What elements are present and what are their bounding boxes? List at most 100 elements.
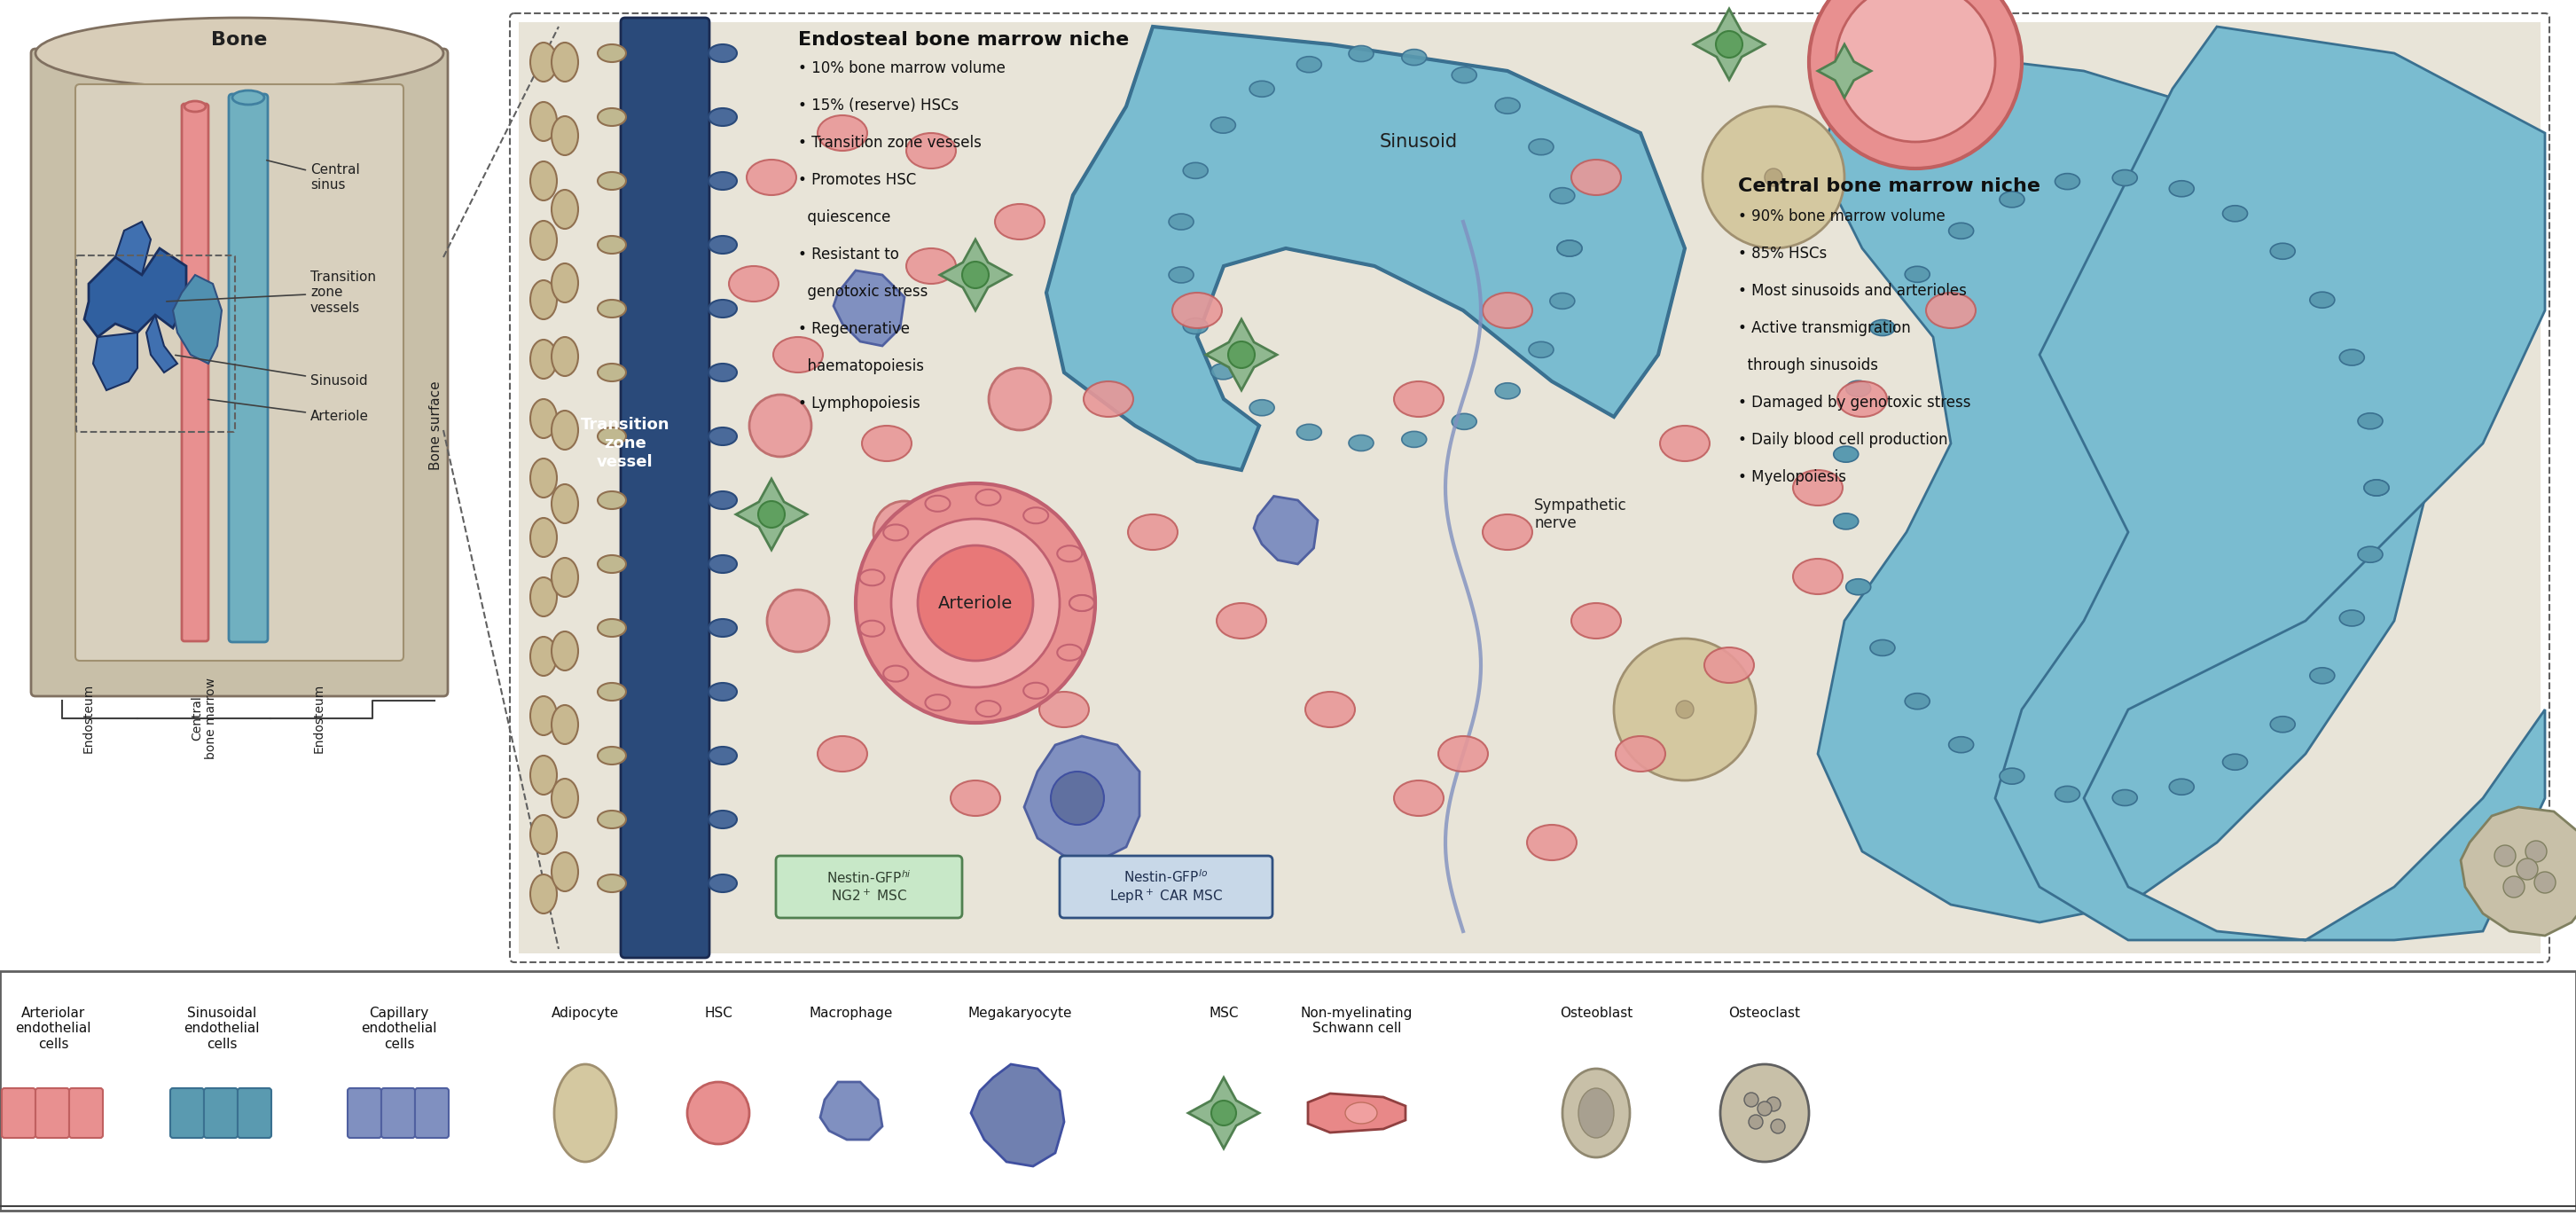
Circle shape [1229,341,1255,368]
Ellipse shape [551,116,577,155]
Ellipse shape [1999,192,2025,208]
Ellipse shape [551,631,577,670]
Ellipse shape [708,428,737,445]
Ellipse shape [1834,446,1857,462]
Ellipse shape [925,695,951,711]
Ellipse shape [1216,603,1267,638]
Circle shape [1837,0,1996,142]
Polygon shape [116,221,152,275]
Ellipse shape [1528,139,1553,155]
Ellipse shape [1056,645,1082,660]
Ellipse shape [598,492,626,509]
Ellipse shape [907,248,956,284]
Ellipse shape [708,619,737,637]
Ellipse shape [598,300,626,318]
Circle shape [1767,1097,1780,1112]
Ellipse shape [1350,45,1373,61]
Ellipse shape [1528,341,1553,357]
Ellipse shape [531,637,556,676]
Ellipse shape [1023,682,1048,698]
Text: Endosteum: Endosteum [314,684,325,753]
Ellipse shape [1453,67,1476,83]
Circle shape [873,501,935,563]
Ellipse shape [1556,241,1582,257]
Circle shape [855,483,1095,723]
Ellipse shape [1870,640,1896,656]
FancyBboxPatch shape [70,1088,103,1137]
Ellipse shape [1999,768,2025,784]
Ellipse shape [708,811,737,828]
Ellipse shape [1211,117,1236,133]
Ellipse shape [598,811,626,828]
Ellipse shape [554,1064,616,1162]
Ellipse shape [976,701,999,717]
Text: • Myelopoiesis: • Myelopoiesis [1739,470,1847,486]
Ellipse shape [1834,514,1857,530]
Circle shape [1716,31,1741,57]
Text: HSC: HSC [703,1007,732,1020]
Text: Arteriolar
endothelial
cells: Arteriolar endothelial cells [15,1007,90,1051]
Ellipse shape [976,489,999,505]
Circle shape [757,501,786,527]
Text: Adipocyte: Adipocyte [551,1007,618,1020]
Ellipse shape [1182,318,1208,334]
Ellipse shape [2223,755,2246,770]
Ellipse shape [1170,267,1193,283]
Text: • Lymphopoiesis: • Lymphopoiesis [799,395,920,411]
Circle shape [1757,1102,1772,1115]
Circle shape [1744,1092,1759,1107]
Text: Transition
zone
vessels: Transition zone vessels [167,270,376,314]
Ellipse shape [1211,363,1236,379]
Ellipse shape [531,577,556,616]
Ellipse shape [1069,596,1095,612]
Ellipse shape [36,18,443,89]
Ellipse shape [531,696,556,735]
Circle shape [1808,0,2022,169]
Ellipse shape [1847,380,1870,396]
Ellipse shape [2112,170,2138,186]
Ellipse shape [1023,508,1048,523]
Ellipse shape [2112,790,2138,806]
Polygon shape [1206,319,1278,390]
Ellipse shape [860,620,884,636]
Ellipse shape [531,399,556,438]
Ellipse shape [884,665,909,681]
Text: • 85% HSCs: • 85% HSCs [1739,246,1826,262]
Polygon shape [1692,9,1765,79]
Ellipse shape [1564,1069,1631,1157]
Ellipse shape [817,115,868,150]
Ellipse shape [1345,1102,1378,1124]
Ellipse shape [2339,610,2365,626]
Ellipse shape [1056,545,1082,561]
Text: • Promotes HSC: • Promotes HSC [799,172,917,188]
Text: Endosteum: Endosteum [82,684,95,753]
Polygon shape [737,479,806,550]
Ellipse shape [598,172,626,190]
Ellipse shape [1793,559,1842,594]
Ellipse shape [1069,596,1095,612]
Circle shape [2504,876,2524,898]
Ellipse shape [860,570,884,586]
Text: • Active transmigration: • Active transmigration [1739,320,1911,336]
Ellipse shape [1394,780,1443,816]
Polygon shape [2460,807,2576,936]
Ellipse shape [531,874,556,914]
Ellipse shape [994,204,1046,240]
Ellipse shape [2269,243,2295,259]
Ellipse shape [1837,382,1888,417]
Ellipse shape [1038,692,1090,728]
Ellipse shape [708,108,737,126]
Text: Macrophage: Macrophage [809,1007,894,1020]
Ellipse shape [2056,174,2079,190]
Ellipse shape [551,43,577,82]
Ellipse shape [598,619,626,637]
Circle shape [688,1082,750,1144]
Ellipse shape [531,161,556,201]
Ellipse shape [598,682,626,701]
Ellipse shape [1170,214,1193,230]
Polygon shape [1309,1093,1406,1132]
Ellipse shape [1296,424,1321,440]
Ellipse shape [1793,470,1842,505]
Polygon shape [1046,27,1685,470]
Ellipse shape [1453,413,1476,429]
